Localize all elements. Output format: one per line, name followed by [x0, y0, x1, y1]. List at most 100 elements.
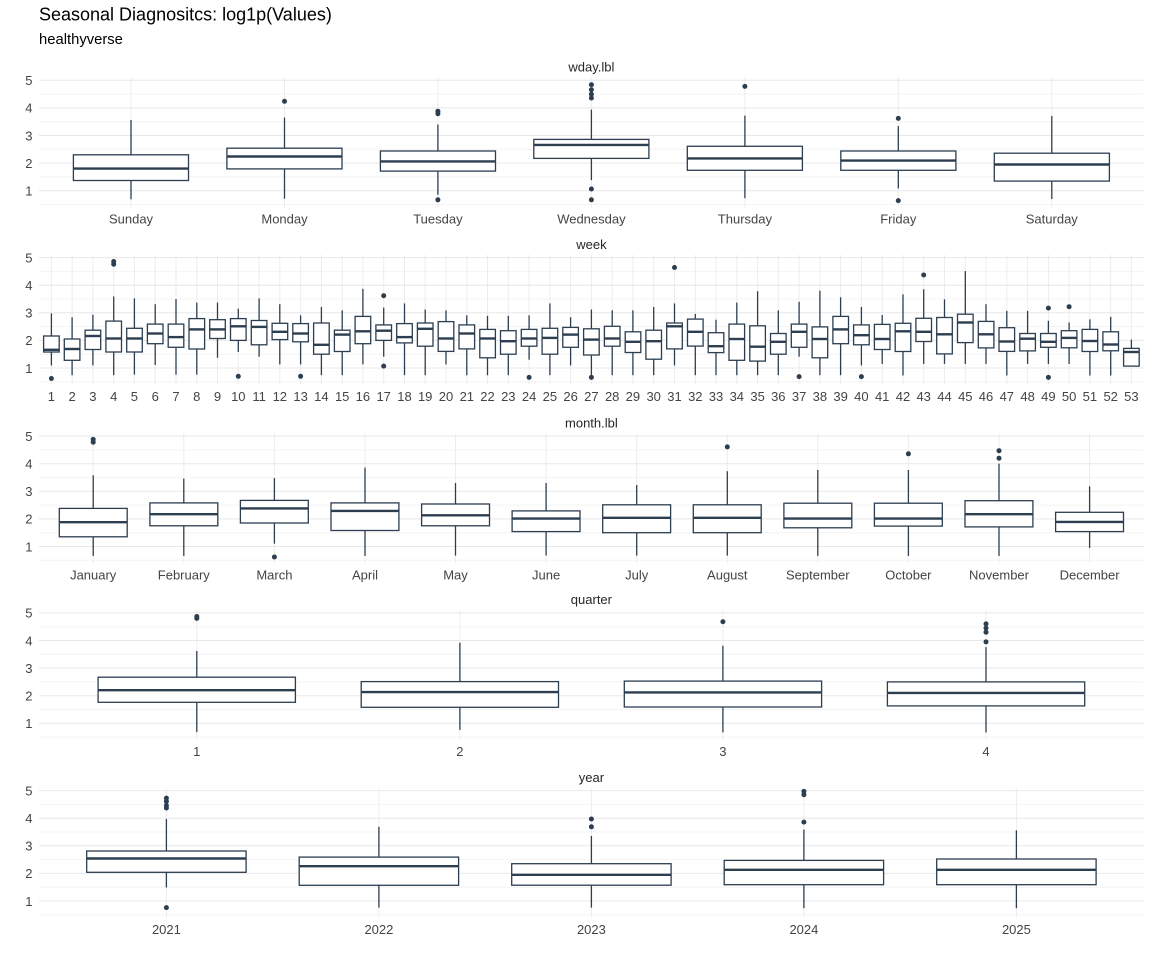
svg-text:8: 8 — [193, 389, 200, 404]
svg-text:28: 28 — [605, 389, 619, 404]
svg-text:3: 3 — [25, 839, 32, 854]
svg-text:2: 2 — [456, 744, 463, 759]
svg-text:October: October — [885, 567, 932, 582]
svg-text:2: 2 — [68, 389, 75, 404]
svg-text:48: 48 — [1020, 389, 1034, 404]
svg-text:39: 39 — [833, 389, 847, 404]
svg-text:week: week — [575, 237, 607, 252]
svg-text:1: 1 — [25, 894, 32, 909]
svg-text:year: year — [579, 770, 605, 785]
svg-text:3: 3 — [25, 661, 32, 676]
svg-text:22: 22 — [480, 389, 494, 404]
svg-text:quarter: quarter — [571, 592, 613, 607]
svg-text:September: September — [786, 567, 850, 582]
svg-text:4: 4 — [982, 744, 989, 759]
svg-text:5: 5 — [25, 73, 32, 88]
svg-text:49: 49 — [1041, 389, 1055, 404]
svg-text:August: August — [707, 567, 748, 582]
svg-text:47: 47 — [1000, 389, 1014, 404]
svg-text:6: 6 — [152, 389, 159, 404]
svg-text:2024: 2024 — [789, 922, 818, 937]
svg-text:26: 26 — [563, 389, 577, 404]
svg-text:23: 23 — [501, 389, 515, 404]
svg-text:2: 2 — [25, 156, 32, 171]
svg-text:2: 2 — [25, 333, 32, 348]
svg-text:June: June — [532, 567, 560, 582]
svg-text:4: 4 — [25, 101, 32, 116]
svg-text:Saturday: Saturday — [1026, 212, 1079, 227]
svg-text:37: 37 — [792, 389, 806, 404]
svg-text:34: 34 — [730, 389, 744, 404]
svg-text:11: 11 — [252, 389, 266, 404]
svg-text:1: 1 — [25, 361, 32, 376]
svg-text:50: 50 — [1062, 389, 1076, 404]
svg-text:3: 3 — [719, 744, 726, 759]
svg-text:Tuesday: Tuesday — [413, 212, 463, 227]
svg-text:38: 38 — [813, 389, 827, 404]
svg-text:41: 41 — [875, 389, 889, 404]
svg-text:27: 27 — [584, 389, 598, 404]
svg-text:25: 25 — [543, 389, 557, 404]
svg-text:2021: 2021 — [152, 922, 181, 937]
svg-text:5: 5 — [25, 429, 32, 444]
svg-text:February: February — [158, 567, 211, 582]
svg-text:Seasonal Diagnositcs: log1p(Va: Seasonal Diagnositcs: log1p(Values) — [39, 5, 332, 25]
svg-text:19: 19 — [418, 389, 432, 404]
svg-text:43: 43 — [916, 389, 930, 404]
svg-text:1: 1 — [25, 716, 32, 731]
svg-text:4: 4 — [25, 811, 32, 826]
svg-text:30: 30 — [646, 389, 660, 404]
svg-text:5: 5 — [25, 783, 32, 798]
svg-text:4: 4 — [25, 457, 32, 472]
svg-text:5: 5 — [25, 250, 32, 265]
svg-text:4: 4 — [25, 633, 32, 648]
svg-text:3: 3 — [25, 128, 32, 143]
svg-text:16: 16 — [356, 389, 370, 404]
svg-text:35: 35 — [750, 389, 764, 404]
svg-text:46: 46 — [979, 389, 993, 404]
svg-text:44: 44 — [937, 389, 951, 404]
svg-text:3: 3 — [25, 306, 32, 321]
svg-text:December: December — [1060, 567, 1121, 582]
svg-text:1: 1 — [48, 389, 55, 404]
svg-text:Monday: Monday — [261, 212, 308, 227]
svg-text:21: 21 — [460, 389, 474, 404]
svg-text:January: January — [70, 567, 117, 582]
svg-text:36: 36 — [771, 389, 785, 404]
svg-text:33: 33 — [709, 389, 723, 404]
svg-text:2022: 2022 — [364, 922, 393, 937]
svg-text:2: 2 — [25, 512, 32, 527]
svg-text:2: 2 — [25, 689, 32, 704]
svg-text:9: 9 — [214, 389, 221, 404]
svg-text:wday.lbl: wday.lbl — [567, 60, 614, 75]
svg-text:5: 5 — [25, 606, 32, 621]
svg-text:2: 2 — [25, 866, 32, 881]
svg-text:53: 53 — [1124, 389, 1138, 404]
svg-text:13: 13 — [293, 389, 307, 404]
svg-text:42: 42 — [896, 389, 910, 404]
svg-text:24: 24 — [522, 389, 536, 404]
svg-text:20: 20 — [439, 389, 453, 404]
svg-text:4: 4 — [110, 389, 117, 404]
svg-text:10: 10 — [231, 389, 245, 404]
svg-text:Wednesday: Wednesday — [557, 212, 626, 227]
svg-text:1: 1 — [25, 184, 32, 199]
svg-text:Sunday: Sunday — [109, 212, 154, 227]
svg-text:March: March — [256, 567, 292, 582]
svg-text:4: 4 — [25, 278, 32, 293]
svg-text:3: 3 — [25, 484, 32, 499]
svg-text:40: 40 — [854, 389, 868, 404]
svg-text:May: May — [443, 567, 468, 582]
svg-text:healthyverse: healthyverse — [39, 32, 123, 48]
svg-text:1: 1 — [193, 744, 200, 759]
svg-text:45: 45 — [958, 389, 972, 404]
svg-text:April: April — [352, 567, 378, 582]
svg-text:14: 14 — [314, 389, 328, 404]
svg-text:17: 17 — [376, 389, 390, 404]
svg-text:November: November — [969, 567, 1030, 582]
svg-text:2025: 2025 — [1002, 922, 1031, 937]
svg-text:1: 1 — [25, 539, 32, 554]
svg-text:Friday: Friday — [880, 212, 917, 227]
svg-text:7: 7 — [172, 389, 179, 404]
svg-text:July: July — [625, 567, 649, 582]
